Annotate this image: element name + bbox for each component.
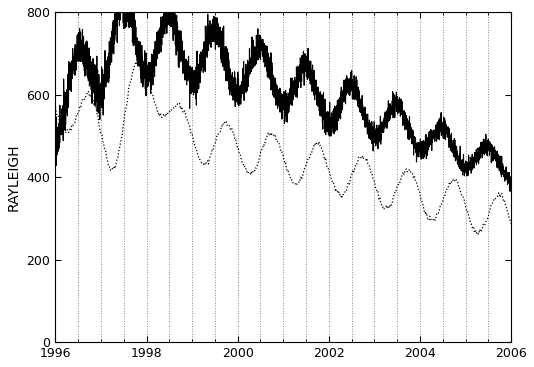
Y-axis label: RAYLEIGH: RAYLEIGH <box>7 143 21 211</box>
